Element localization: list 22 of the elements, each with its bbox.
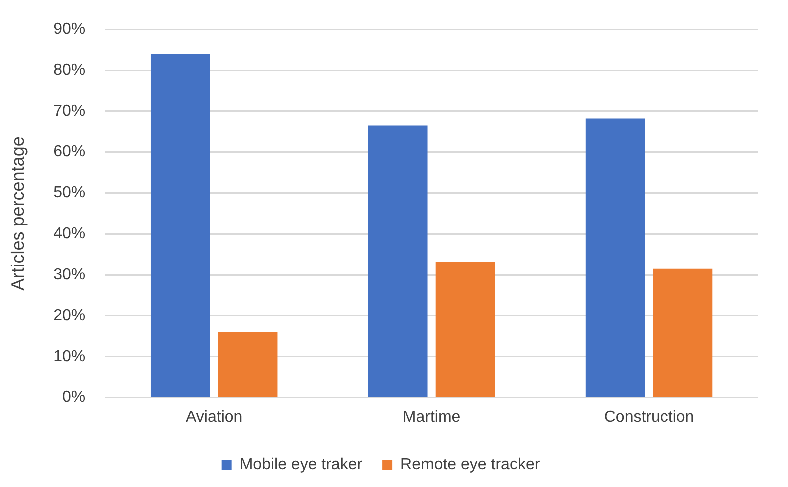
y-axis-title: Articles percentage: [8, 136, 28, 291]
y-tick-label: 10%: [54, 348, 86, 366]
bar: [653, 268, 713, 398]
bar: [368, 126, 428, 398]
x-tick-label: Aviation: [186, 408, 243, 426]
y-tick-label: 20%: [54, 307, 86, 324]
y-tick-label: 70%: [54, 102, 86, 120]
y-tick-label: 30%: [54, 266, 86, 284]
x-tick-label: Construction: [604, 408, 694, 426]
legend-label: Remote eye tracker: [400, 456, 541, 474]
y-tick-label: 50%: [54, 184, 86, 202]
y-tick-label: 90%: [54, 21, 86, 38]
bar: [218, 332, 278, 398]
legend-label: Mobile eye traker: [240, 456, 364, 474]
bar: [150, 54, 210, 398]
y-tick-label: 80%: [54, 62, 86, 79]
y-tick-label: 0%: [62, 389, 86, 406]
bar: [586, 118, 646, 398]
y-tick-label: 60%: [54, 144, 86, 161]
bar: [436, 262, 496, 398]
y-tick-label: 40%: [54, 226, 86, 243]
x-tick-label: Martime: [402, 408, 461, 426]
